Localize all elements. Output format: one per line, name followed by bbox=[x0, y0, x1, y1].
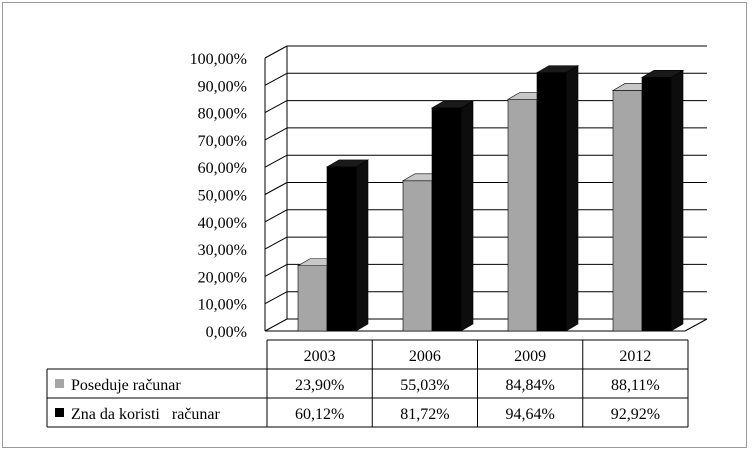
data-table-value: 84,84% bbox=[505, 377, 554, 394]
y-tick-label: 20,00% bbox=[198, 269, 247, 286]
legend-label: Poseduje računar bbox=[71, 377, 181, 394]
data-table-value: 23,90% bbox=[295, 377, 344, 394]
y-tick-label: 80,00% bbox=[198, 106, 247, 123]
chart-frame: 0,00% 10,00% 20,00% 30,00% 40,00% 50,00% 60,00… bbox=[2, 2, 747, 448]
side-wall-gridline bbox=[264, 263, 288, 277]
bar-2006-series-2 bbox=[430, 100, 475, 332]
y-tick-label: 10,00% bbox=[198, 297, 247, 314]
side-wall-gridline bbox=[264, 72, 288, 86]
floor-right-edge bbox=[684, 318, 708, 332]
x-category-label: 2009 bbox=[514, 348, 546, 365]
data-table-value: 92,92% bbox=[611, 406, 660, 423]
x-category-label: 2003 bbox=[304, 348, 336, 365]
chart-area: 0,00% 10,00% 20,00% 30,00% 40,00% 50,00% 60,00… bbox=[46, 45, 708, 428]
data-table-value: 81,72% bbox=[400, 406, 449, 423]
side-wall-gridline bbox=[264, 182, 288, 195]
bar-2009-series-2 bbox=[535, 65, 580, 332]
x-category-label: 2006 bbox=[409, 348, 441, 365]
data-table-value: 94,64% bbox=[505, 406, 554, 423]
side-wall-gridline bbox=[264, 209, 288, 223]
legend-label: Zna da koristi računar bbox=[71, 406, 221, 423]
bar-2012-series-2 bbox=[640, 69, 685, 332]
legend-key bbox=[55, 379, 64, 388]
y-tick-label: 70,00% bbox=[198, 133, 247, 150]
y-tick-label: 40,00% bbox=[198, 215, 247, 232]
side-wall-gridline bbox=[264, 236, 288, 250]
data-table-value: 88,11% bbox=[611, 377, 660, 394]
data-table-value: 55,03% bbox=[400, 377, 449, 394]
y-tick-label: 90,00% bbox=[198, 78, 247, 95]
side-wall-gridline bbox=[264, 318, 288, 332]
y-tick-label: 50,00% bbox=[198, 188, 247, 205]
legend-key bbox=[55, 408, 64, 417]
side-wall-gridline bbox=[264, 45, 288, 59]
data-table-value: 60,12% bbox=[295, 406, 344, 423]
side-wall-gridline bbox=[264, 100, 288, 114]
x-category-label: 2012 bbox=[619, 348, 651, 365]
y-tick-label: 60,00% bbox=[198, 160, 247, 177]
side-wall-gridline bbox=[264, 291, 288, 305]
side-wall-gridline bbox=[264, 154, 288, 168]
bar-2003-series-2 bbox=[325, 159, 370, 332]
y-tick-label: 30,00% bbox=[198, 242, 247, 259]
y-tick-label: 0,00% bbox=[206, 324, 247, 341]
side-wall-gridline bbox=[264, 127, 288, 141]
y-tick-label: 100,00% bbox=[190, 51, 247, 68]
